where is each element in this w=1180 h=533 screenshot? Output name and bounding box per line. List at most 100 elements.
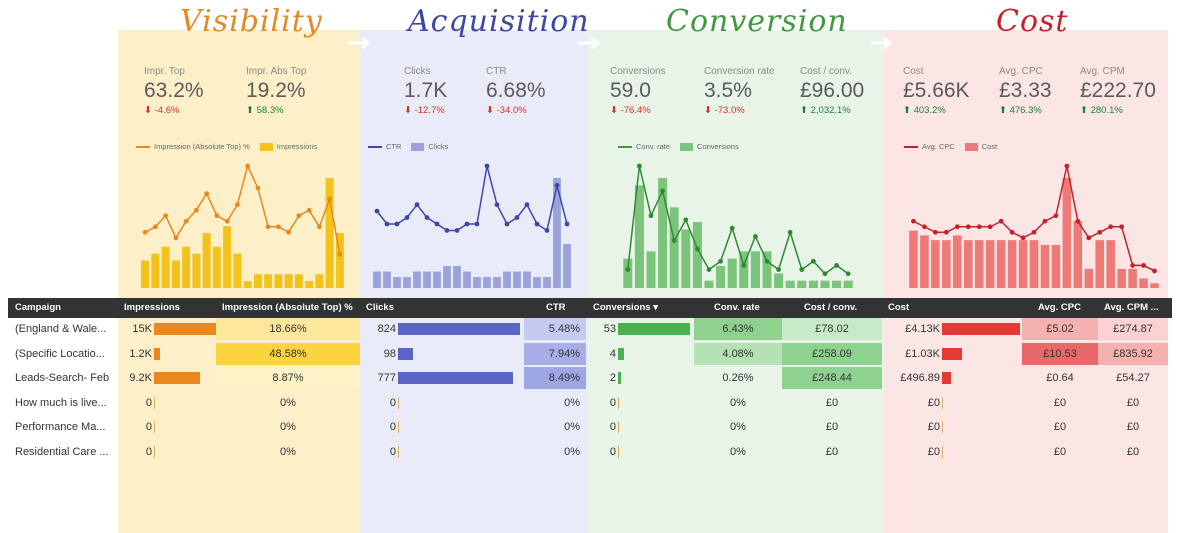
chart-bar <box>202 233 211 288</box>
col-ctr[interactable]: CTR <box>546 302 566 313</box>
chart-point <box>224 218 230 224</box>
chart-point <box>163 213 169 219</box>
table-row[interactable]: Residential Care ... 0 0% 0 0% 0 0% £0 £0 £0 £0 <box>8 441 1172 465</box>
chart-bar <box>808 280 818 288</box>
conversions-value: 4 <box>609 347 616 360</box>
conversions-value: 0 <box>609 396 616 409</box>
col-cost[interactable]: Cost <box>888 302 910 313</box>
ctr-value: 7.94% <box>524 342 586 365</box>
ctr-value: 8.49% <box>524 367 586 389</box>
chart-bar <box>1084 268 1094 288</box>
col-conv-rate[interactable]: Conv. rate <box>714 302 760 313</box>
chart-point <box>998 218 1004 224</box>
chart-bar <box>284 274 293 288</box>
chart-point <box>494 202 500 208</box>
flow-arrow-icon <box>870 36 893 50</box>
chart-point <box>245 163 251 169</box>
legend-line-label: CTR <box>386 142 402 151</box>
inline-bar <box>618 445 619 458</box>
campaign-name[interactable]: (Specific Locatio... <box>15 347 105 360</box>
cost-value: £1.03K <box>905 347 940 360</box>
chart-bar <box>305 281 314 288</box>
avg-cpc-value: £10.53 <box>1022 342 1098 365</box>
chart-point <box>922 224 927 230</box>
inline-bar <box>942 396 943 409</box>
chart-point <box>741 263 747 268</box>
chart-bar <box>739 251 749 288</box>
chart-point <box>625 267 631 272</box>
col-avg-cpc[interactable]: Avg. CPC <box>1038 302 1081 313</box>
legend-bar-label: Clicks <box>428 142 449 151</box>
chart-point <box>954 224 960 230</box>
kpi-scorecard: Clicks 1.7K ⬇ -12.7% <box>404 66 447 116</box>
kpi-scorecard: Impr. Abs Top 19.2% ⬆ 58.3% <box>246 66 306 116</box>
chart-point <box>404 215 410 220</box>
kpi-value: 6.68% <box>486 79 546 102</box>
campaign-name[interactable]: How much is live... <box>15 396 107 409</box>
chart-bar <box>1007 240 1017 288</box>
kpi-delta-value: 280.1% <box>1090 105 1123 116</box>
table-row[interactable]: How much is live... 0 0% 0 0% 0 0% £0 £0 £0 £0 <box>8 392 1172 416</box>
chart-point <box>753 234 758 239</box>
conversions-value: 53 <box>603 323 616 335</box>
clicks-value: 824 <box>377 323 396 335</box>
impressions-value: 0 <box>145 396 152 409</box>
col-impressions[interactable]: Impressions <box>124 302 180 313</box>
col-clicks[interactable]: Clicks <box>366 302 394 313</box>
inline-bar <box>618 323 690 335</box>
col-campaign[interactable]: Campaign <box>15 302 61 313</box>
cost-combo-chart <box>909 163 1159 288</box>
chart-line <box>376 165 568 232</box>
chart-point <box>729 225 735 231</box>
chart-bar <box>646 251 656 288</box>
kpi-label: CTR <box>486 66 507 77</box>
chart-bar <box>503 271 511 288</box>
ctr-value: 5.48% <box>524 318 586 340</box>
campaign-name[interactable]: Leads-Search- Feb <box>15 372 110 384</box>
table-row[interactable]: (England & Wale... 15K 18.66% 824 5.48% 53 6.4… <box>8 318 1172 342</box>
campaign-name[interactable]: (England & Wale... <box>15 323 107 335</box>
table-row[interactable]: (Specific Locatio... 1.2K 48.58% 98 7.94% 4 4.… <box>8 342 1172 367</box>
clicks-value: 0 <box>389 421 396 433</box>
chart-bar <box>403 277 411 288</box>
chart-bar <box>393 277 401 288</box>
chart-point <box>524 202 530 208</box>
chart-bar <box>182 246 191 288</box>
chart-point <box>414 202 420 208</box>
table-row[interactable]: Leads-Search- Feb 9.2K 8.87% 777 8.49% 2 0.26%… <box>8 367 1172 391</box>
abs-top-value: 48.58% <box>216 342 360 365</box>
bar-legend-icon <box>259 142 273 151</box>
chart-bar <box>543 277 551 288</box>
abs-top-value: 0% <box>280 421 296 433</box>
chart-point <box>204 191 210 197</box>
avg-cpm-value: £835.92 <box>1098 342 1168 365</box>
col-cost-conv[interactable]: Cost / conv. <box>804 302 858 313</box>
col-avg-cpm[interactable]: Avg. CPM ... <box>1104 302 1159 313</box>
col-abs-top[interactable]: Impression (Absolute Top) % <box>222 302 353 313</box>
chart-bar <box>325 178 334 288</box>
chart-point <box>296 213 302 219</box>
chart-point <box>173 235 179 241</box>
chart-point <box>514 215 520 220</box>
kpi-label: Avg. CPM <box>1080 66 1125 77</box>
chart-bar <box>443 266 451 288</box>
col-conversions[interactable]: Conversions ▾ <box>593 302 658 313</box>
kpi-scorecard: Conversions 59.0 ⬇ -76.4% <box>610 66 666 116</box>
table-row[interactable]: Performance Ma... 0 0% 0 0% 0 0% £0 £0 £0 £0 <box>8 416 1172 440</box>
chart-point <box>374 208 380 214</box>
arrow-up-icon: ⬆ <box>800 105 808 116</box>
chart-bar <box>953 235 962 288</box>
chart-point <box>265 224 271 230</box>
campaign-name[interactable]: Performance Ma... <box>15 421 106 433</box>
cost-legend: Avg. CPC Cost <box>904 142 997 151</box>
chart-point <box>799 267 805 272</box>
campaign-name[interactable]: Residential Care ... <box>15 445 109 458</box>
chart-point <box>1130 263 1136 268</box>
chart-point <box>316 224 322 230</box>
kpi-label: Conversions <box>610 66 666 77</box>
arrow-down-icon: ⬇ <box>486 105 494 116</box>
chart-point <box>965 224 971 230</box>
conv-rate-value: 0.26% <box>722 372 754 384</box>
chart-bar <box>1139 278 1148 288</box>
chart-point <box>695 246 700 252</box>
